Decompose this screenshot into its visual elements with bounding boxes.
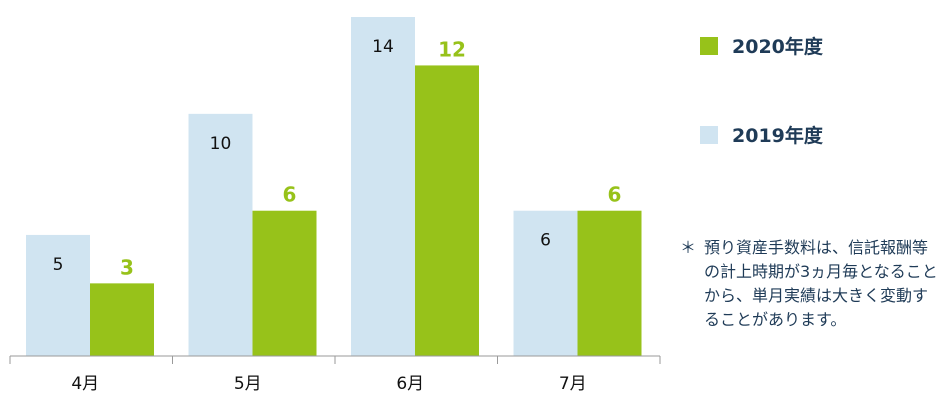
data-label-2019年度-4月: 5 <box>53 255 64 275</box>
data-label-2019年度-5月: 10 <box>210 134 232 154</box>
footnote-text: 預り資産手数料は、信託報酬等の計上時期が3ヵ月毎となることから、単月実績は大きく… <box>704 238 938 329</box>
bar-2019年度-7月 <box>513 210 578 356</box>
data-label-2019年度-7月: 6 <box>540 231 551 251</box>
x-tick-label-5月: 5月 <box>234 374 262 394</box>
x-tick-label-4月: 4月 <box>71 374 99 394</box>
legend-swatch-2019 <box>700 125 718 144</box>
data-label-2020年度-7月: 6 <box>608 183 622 207</box>
bar-2020年度-4月 <box>90 283 154 356</box>
x-tick-label-6月: 6月 <box>396 374 424 394</box>
x-tick-label-7月: 7月 <box>559 374 587 394</box>
footnote: ＊ 預り資産手数料は、信託報酬等の計上時期が3ヵ月毎となることから、単月実績は大… <box>680 236 938 332</box>
legend-swatch-2020 <box>700 36 718 55</box>
bar-2020年度-5月 <box>252 210 317 356</box>
data-label-2020年度-5月: 6 <box>283 183 297 207</box>
bar-2019年度-6月 <box>351 17 415 356</box>
legend-item-2020: 2020年度 <box>700 32 823 59</box>
data-label-2020年度-4月: 3 <box>120 255 134 279</box>
footnote-asterisk: ＊ <box>680 238 697 257</box>
bar-chart: 5 3 10 6 14 12 6 6 4月 5月 6月 7月 <box>9 17 661 394</box>
bar-2019年度-5月 <box>188 113 253 356</box>
legend-label-2019: 2019年度 <box>732 125 823 147</box>
bars-layer: 5 3 10 6 14 12 6 6 <box>26 17 642 356</box>
legend-label-2020: 2020年度 <box>732 36 823 58</box>
x-axis: 4月 5月 6月 7月 <box>9 356 661 394</box>
legend-item-2019: 2019年度 <box>700 121 823 148</box>
bar-2019年度-4月 <box>26 234 90 356</box>
data-label-2019年度-6月: 14 <box>372 37 394 57</box>
bar-2020年度-7月 <box>577 210 642 356</box>
data-label-2020年度-6月: 12 <box>438 37 466 61</box>
bar-2020年度-6月 <box>415 65 479 356</box>
